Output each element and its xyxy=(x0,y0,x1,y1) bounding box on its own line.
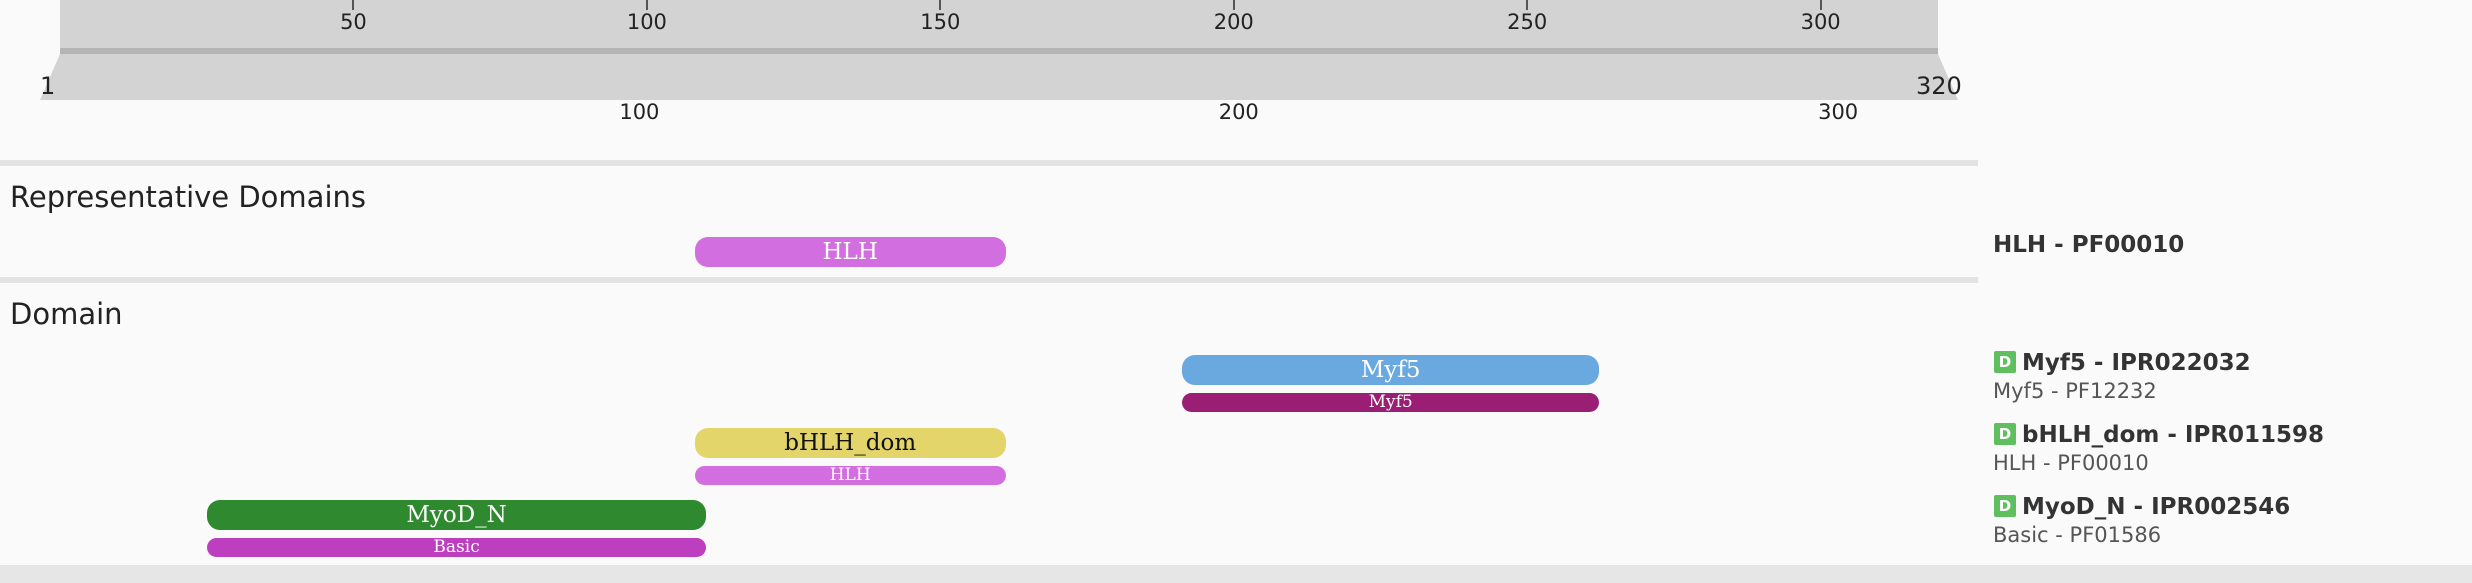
domain-badge-icon: D xyxy=(1994,423,2016,445)
ruler-tick-label: 200 xyxy=(1213,10,1254,34)
ruler-tick-label: 100 xyxy=(626,10,667,34)
legend-myod-n-title[interactable]: MyoD_N - IPR002546 xyxy=(2022,494,2291,520)
legend-bhlh-dom-title[interactable]: bHLH_dom - IPR011598 xyxy=(2022,422,2325,448)
ruler-end-label: 320 xyxy=(1916,72,1962,100)
section-divider xyxy=(0,160,1978,166)
domain-section-title: Domain xyxy=(10,297,123,331)
domain-badge-icon: D xyxy=(1994,495,2016,517)
ruler-tick-label: 250 xyxy=(1507,10,1548,34)
domain-badge-icon: D xyxy=(1994,351,2016,373)
legend-myod-n-sub[interactable]: Basic - PF01586 xyxy=(1993,523,2162,547)
sequence-ruler xyxy=(40,54,1958,100)
ruler-bottom-tick-label: 100 xyxy=(619,100,660,124)
section-divider xyxy=(0,277,1978,283)
ruler-tick-label: 150 xyxy=(920,10,961,34)
legend-panel xyxy=(1978,0,2472,583)
legend-representative-hlh[interactable]: HLH - PF00010 xyxy=(1993,232,2185,258)
ruler-tick-label: 50 xyxy=(340,10,367,34)
ruler-tick xyxy=(1526,0,1529,10)
ruler-tick-label: 300 xyxy=(1800,10,1841,34)
ruler-bottom-tick-label: 300 xyxy=(1818,100,1859,124)
ruler-tick xyxy=(1232,0,1235,10)
ruler-start-label: 1 xyxy=(40,72,56,100)
ruler-tick xyxy=(352,0,355,10)
horizontal-scrollbar[interactable] xyxy=(0,565,2472,583)
ruler-tick xyxy=(939,0,942,10)
domain-subbar-basic[interactable]: Basic xyxy=(206,538,707,557)
domain-bar-myod_n[interactable]: MyoD_N xyxy=(206,500,707,530)
domain-bar-myf5[interactable]: Myf5 xyxy=(1182,355,1600,385)
domain-subbar-myf5[interactable]: Myf5 xyxy=(1182,393,1600,412)
domain-subbar-hlh[interactable]: HLH xyxy=(694,466,1006,485)
representative-domains-title: Representative Domains xyxy=(10,180,366,214)
ruler-divider xyxy=(60,48,1938,54)
legend-myf5-title[interactable]: Myf5 - IPR022032 xyxy=(2022,350,2251,376)
domain-bar-hlh[interactable]: HLH xyxy=(694,237,1006,267)
legend-bhlh-dom-sub[interactable]: HLH - PF00010 xyxy=(1993,451,2149,475)
ruler-tick xyxy=(645,0,648,10)
legend-myf5-sub[interactable]: Myf5 - PF12232 xyxy=(1993,379,2157,403)
ruler-bottom-tick-label: 200 xyxy=(1218,100,1259,124)
domain-bar-bhlh_dom[interactable]: bHLH_dom xyxy=(694,428,1006,458)
ruler-tick xyxy=(1819,0,1822,10)
ruler-scale-bar xyxy=(60,0,1938,50)
